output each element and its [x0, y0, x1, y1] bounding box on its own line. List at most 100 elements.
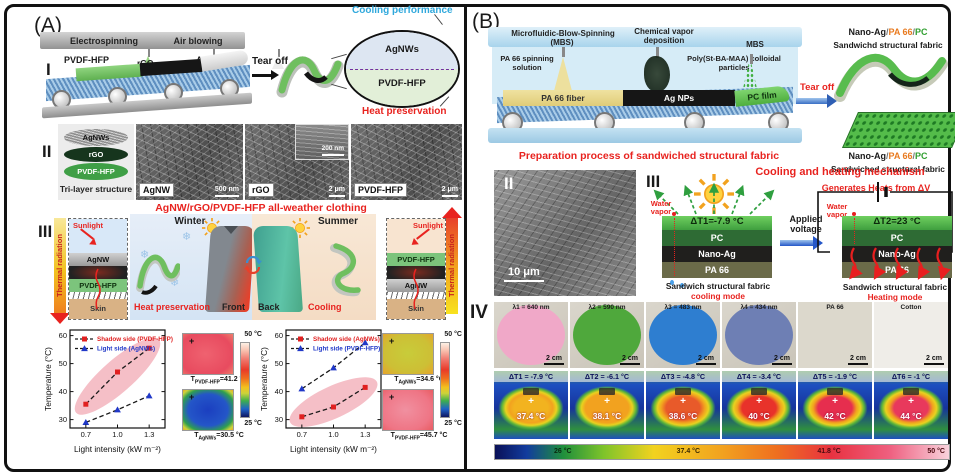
svg-text:1.3: 1.3 [144, 430, 154, 439]
ir-temp-label: 38.1 °C [592, 411, 622, 421]
fabric-curl-icon [330, 243, 361, 297]
thermal-radiation-bar-left: Thermal radiation [54, 218, 66, 314]
cooling-caption: Cooling [308, 302, 342, 312]
svg-text:60: 60 [59, 331, 67, 340]
pa66-layer: PA 66 [662, 262, 772, 278]
thermal-radiation-label-left: Thermal radiation [55, 234, 64, 298]
jacket-collar-icon [224, 226, 238, 234]
sem-image-agnw: AgNW 500 nm [136, 124, 243, 200]
trilayer-caption: Tri-layer structure [59, 184, 133, 194]
snowflake-icon: ❄ [170, 277, 180, 289]
callout-bottom-half [346, 69, 458, 106]
crosshair-icon: + [604, 396, 610, 407]
ir-image: ΔT2 = -6.1 °C +38.1 °C [570, 371, 644, 439]
sunlight-label-left: Sunlight [73, 221, 103, 230]
tear-off-label-b: Tear off [800, 82, 835, 93]
wavy-fabric-icon [834, 53, 948, 102]
svg-text:Temperature (°C): Temperature (°C) [43, 347, 53, 411]
pvdf-layer-icon [64, 163, 128, 180]
ir-dt-label: ΔT1 = -7.9 °C [508, 372, 554, 381]
ir-image: ΔT5 = -1.9 °C +42 °C [798, 371, 872, 439]
temperature-colorbar-vertical [440, 342, 450, 418]
temperature-chart-1: 30 40 50 60 0.7 1.0 1.3 Shadow side (PVDF-HFP) L… [43, 329, 173, 454]
sem-rgo-inset: 200 nm [295, 124, 349, 160]
ir-dt-label: ΔT6 = -1 °C [891, 372, 931, 381]
fabric-top-subcaption: Sandwichd structural fabric [833, 40, 943, 50]
sample-photo: λ4 = 434 nm 2 cm [722, 302, 796, 368]
pc-layer: PC [842, 230, 952, 246]
crosshair-icon: + [680, 396, 686, 407]
t-sub: PVDF-HFP [394, 435, 420, 442]
ir-dt-label: ΔT4 = -3.4 °C [736, 372, 782, 381]
t-sub: AgNWs [398, 379, 417, 386]
fabric-disc [874, 302, 948, 368]
pc-text: PC [915, 27, 928, 37]
agnws-layer-icon [64, 129, 128, 146]
svg-text:Shadow side (PVDF-HFP): Shadow side (PVDF-HFP) [97, 336, 173, 343]
heating-mode-label: Heating mode [867, 292, 923, 302]
pc-text: PC [915, 151, 928, 161]
crosshair-icon: + [908, 396, 914, 407]
mechanism-title: Cooling and heating mechanism [755, 166, 925, 178]
crosshair-icon: + [189, 392, 195, 402]
rgo-layer-icon [64, 147, 128, 162]
water-vapor-label-cool: Water vapor [650, 199, 672, 216]
ir-temp-label: 44 °C [900, 411, 922, 421]
ir-strip [494, 371, 568, 382]
fabric-disc [798, 302, 872, 368]
fabric-top-caption: Nano-Ag/PA 66/PC Sandwichd structural fa… [824, 22, 952, 50]
ir-strip [874, 371, 948, 382]
ir-strip [570, 371, 644, 382]
air-blowing-label: Air blowing [173, 36, 223, 46]
svg-text:60: 60 [275, 331, 283, 340]
generates-heats-label: Generates Heats from ΔV [821, 183, 931, 193]
sky-region [69, 219, 127, 253]
t-sub: PVDF-HFP [194, 379, 220, 386]
scale-bar: 2 cm [848, 355, 868, 365]
ir-temp-label: 42 °C [824, 411, 846, 421]
heat-squiggle-icon [413, 268, 419, 310]
sunlight-label-right: Sunlight [413, 221, 443, 230]
thermal-caption: TAgNWs=30.5 °C [170, 432, 268, 441]
svg-text:1.0: 1.0 [112, 430, 122, 439]
interface-dashed-line [350, 69, 454, 70]
crosshair-icon: + [389, 336, 395, 346]
winter-layer-stack: Sunlight AgNW PVDF-HFP Skin [68, 218, 128, 320]
sem-pvdf-label: PVDF-HFP [354, 183, 407, 197]
sem-image-rgo: 200 nm rGO 2 μm [245, 124, 349, 200]
summer-scene: Summer Back Cooling [252, 214, 376, 320]
ir-marker-box [675, 388, 691, 395]
cvd-label: Chemical vapor deposition [634, 27, 694, 45]
callout-pvdf-label: PVDF-HFP [378, 78, 426, 89]
t-prefix: T [190, 376, 195, 383]
sem-pvdf-scalebar: 2 μm [441, 186, 458, 197]
colorbar-label: 50 °C [927, 448, 945, 455]
ir-strip [646, 371, 720, 382]
pa66-text: PA 66 [888, 151, 913, 161]
heating-stack-caption: Sandwich structural fabric [842, 282, 948, 292]
trilayer-structure-image: AgNWs rGO PVDF-HFP Tri-layer structure [58, 124, 134, 200]
mbs2-label: MBS [746, 40, 764, 49]
snowflake-icon: ❄ [182, 231, 192, 243]
ir-image: ΔT6 = -1 °C +44 °C [874, 371, 948, 439]
nano-ag-layer: Nano-Ag [662, 246, 772, 262]
winter-scene: Winter ❄ ❄ ❄ Heat preservation Front [130, 214, 256, 320]
particle-array-fabric-icon [841, 112, 955, 148]
dt1-label: ΔT1=-7.9 °C [690, 216, 744, 227]
ir-temp-label: 37.4 °C [516, 411, 546, 421]
pvdf-hfp-label: PVDF-HFP [64, 55, 109, 65]
ir-marker-box [751, 388, 767, 395]
cooling-performance-label: Cooling performance [352, 5, 453, 16]
t-sub: AgNWs [198, 435, 217, 442]
cooling-stack-caption: Sandwich structural fabric [665, 281, 771, 291]
ir-temp-label: 38.6 °C [668, 411, 698, 421]
callout-agnws-label: AgNWs [385, 44, 419, 55]
sem-agnw-label: AgNW [139, 183, 174, 197]
joule-heat-arrows-icon [849, 247, 951, 281]
pvdf-layer: PVDF-HFP [69, 279, 127, 292]
ir-image: ΔT1 = -7.9 °C +37.4 °C [494, 371, 568, 439]
sample-label: λ2 = 590 nm [588, 304, 626, 311]
ir-temp-label: 40 °C [748, 411, 770, 421]
rgo-dark-layer [69, 266, 127, 279]
